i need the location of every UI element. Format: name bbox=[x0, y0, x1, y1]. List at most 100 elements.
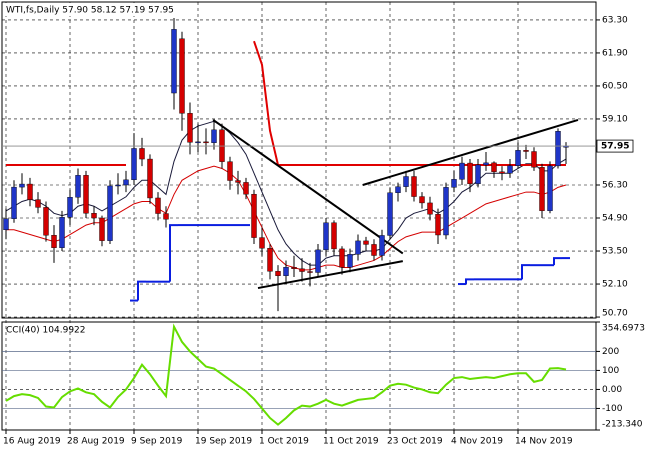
candle-body bbox=[427, 202, 433, 215]
candle-body bbox=[43, 207, 49, 236]
candle-body bbox=[19, 183, 25, 188]
y-tick-label: 61.90 bbox=[602, 48, 628, 58]
last-price-box bbox=[596, 139, 634, 153]
candle-body bbox=[211, 129, 217, 143]
candle-body bbox=[67, 197, 73, 218]
candle-body bbox=[499, 171, 505, 174]
candle-body bbox=[155, 197, 161, 214]
candle-body bbox=[187, 113, 193, 143]
candle-body bbox=[307, 271, 313, 273]
candle-body bbox=[515, 150, 521, 166]
candle-body bbox=[123, 179, 129, 186]
candle-body bbox=[195, 141, 201, 144]
candle-body bbox=[291, 267, 297, 269]
indicator-line bbox=[5, 120, 567, 266]
candle-body bbox=[283, 267, 289, 276]
step-line-segment bbox=[553, 257, 562, 266]
candle-body bbox=[323, 222, 329, 251]
candle-body bbox=[467, 162, 473, 185]
candle-body bbox=[355, 240, 361, 255]
candle-body bbox=[347, 254, 353, 268]
candle-body bbox=[131, 148, 137, 181]
candle-body bbox=[83, 175, 89, 214]
x-tick-label: 28 Aug 2019 bbox=[67, 437, 125, 447]
candle-body bbox=[243, 182, 249, 195]
candle-body bbox=[139, 148, 145, 160]
y-tick-label: -213.340 bbox=[602, 420, 643, 430]
x-tick-label: 11 Oct 2019 bbox=[323, 437, 379, 447]
trend-line bbox=[212, 119, 404, 255]
x-tick-label: 16 Aug 2019 bbox=[3, 437, 61, 447]
indicator-line bbox=[6, 40, 566, 166]
y-tick-label: 200 bbox=[602, 347, 619, 357]
candle-body bbox=[331, 222, 337, 250]
candle-body bbox=[419, 196, 425, 204]
candle-body bbox=[435, 214, 441, 236]
y-tick-label: 56.30 bbox=[602, 180, 628, 190]
candle-body bbox=[27, 183, 33, 200]
candle-body bbox=[523, 150, 529, 152]
candle-body bbox=[483, 162, 489, 166]
candle-body bbox=[539, 167, 545, 211]
step-line-segment bbox=[465, 278, 474, 285]
candle-body bbox=[59, 217, 65, 248]
candle-body bbox=[171, 29, 177, 94]
candle-body bbox=[363, 240, 369, 245]
y-tick-label: 54.90 bbox=[602, 214, 628, 224]
candle-body bbox=[251, 193, 257, 238]
candle-body bbox=[299, 268, 305, 272]
title-bg bbox=[3, 3, 178, 16]
candle-body bbox=[51, 235, 57, 248]
y-tick-label: -100 bbox=[602, 404, 623, 414]
x-tick-label: 19 Sep 2019 bbox=[195, 437, 252, 447]
trend-line bbox=[362, 118, 579, 186]
candle-body bbox=[3, 218, 9, 231]
candle-body bbox=[371, 244, 377, 256]
candle-body bbox=[451, 179, 457, 188]
candle-body bbox=[531, 151, 537, 168]
cci-panel-frame bbox=[1, 321, 597, 431]
candle-body bbox=[163, 213, 169, 220]
y-tick-label: 0.00 bbox=[602, 385, 622, 395]
candle-body bbox=[99, 217, 105, 241]
candle-body bbox=[507, 165, 513, 174]
candle-body bbox=[203, 141, 209, 144]
y-tick-label: 63.30 bbox=[602, 15, 628, 25]
candle-body bbox=[547, 165, 553, 211]
candle-body bbox=[115, 184, 121, 187]
trend-line bbox=[257, 260, 403, 290]
candle-body bbox=[267, 247, 273, 272]
y-tick-label: 59.10 bbox=[602, 114, 628, 124]
cci-title: CCI(40) 104.9922 bbox=[6, 326, 86, 336]
candle-body bbox=[411, 176, 417, 197]
y-tick-label: 52.10 bbox=[602, 280, 628, 290]
candle-body bbox=[179, 38, 185, 114]
candle-body bbox=[555, 131, 561, 167]
cci-line bbox=[5, 323, 567, 426]
y-tick-label: 50.70 bbox=[602, 309, 628, 319]
x-tick-label: 1 Oct 2019 bbox=[259, 437, 309, 447]
candle-body bbox=[395, 186, 401, 193]
candle-body bbox=[107, 185, 113, 241]
candle-body bbox=[387, 192, 393, 236]
y-tick-label: 53.50 bbox=[602, 247, 628, 257]
candle-body bbox=[147, 158, 153, 199]
x-tick-label: 9 Sep 2019 bbox=[131, 437, 183, 447]
candle-body bbox=[491, 162, 497, 172]
candle-body bbox=[339, 248, 345, 268]
candle-body bbox=[379, 235, 385, 256]
candle-body bbox=[475, 164, 481, 185]
x-tick-label: 4 Nov 2019 bbox=[451, 437, 503, 447]
y-tick-label: 60.50 bbox=[602, 81, 628, 91]
candle-body bbox=[11, 186, 17, 219]
candle-body bbox=[35, 199, 41, 208]
candle-body bbox=[275, 271, 281, 276]
candle-body bbox=[227, 161, 233, 181]
step-line-segment bbox=[169, 224, 178, 282]
chart-title: WTI,fs,Daily 57.90 58.12 57.19 57.95 bbox=[6, 6, 174, 16]
candle-body bbox=[315, 249, 321, 273]
x-tick-label: 23 Oct 2019 bbox=[387, 437, 443, 447]
candle-body bbox=[459, 162, 465, 180]
